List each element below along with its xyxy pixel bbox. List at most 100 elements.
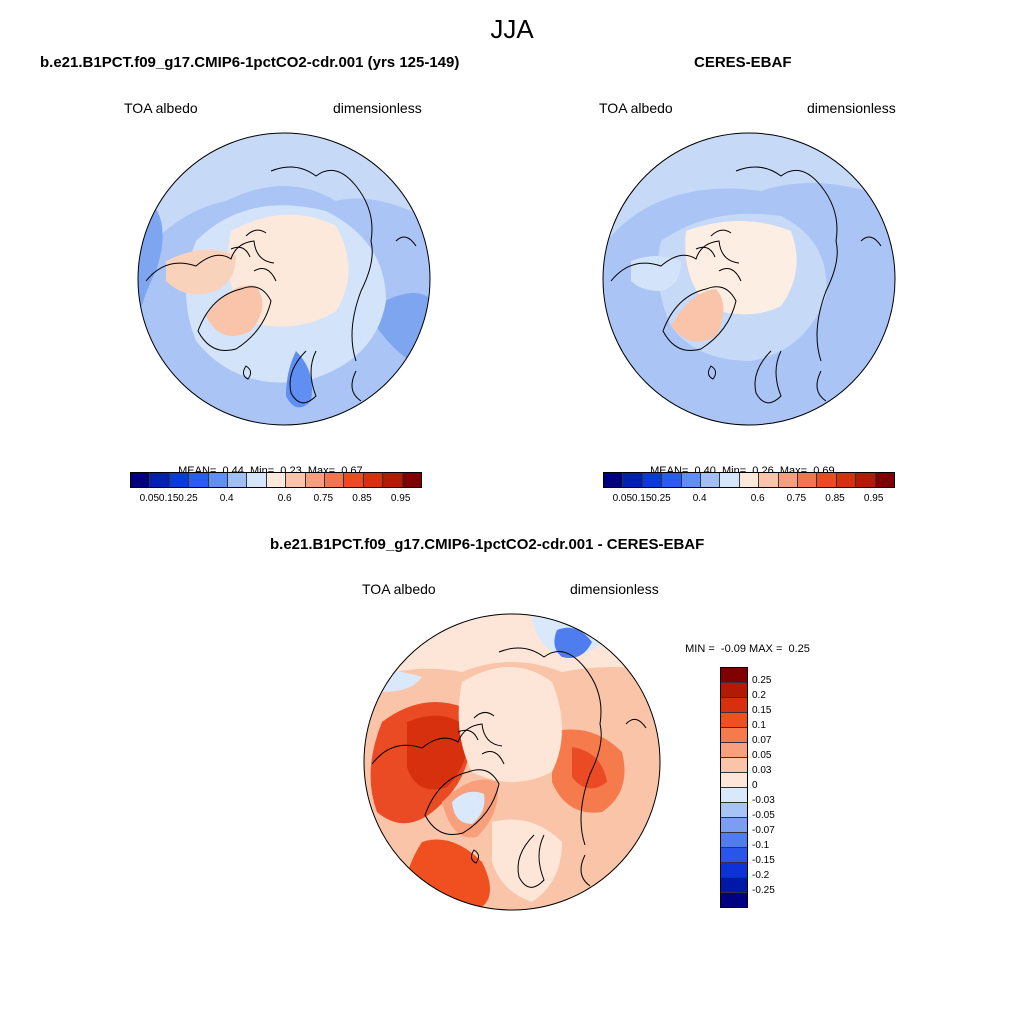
panel1-colorbar-color-box <box>208 473 229 487</box>
panel1-polar-map <box>137 132 431 426</box>
panel3-colorbar-tick-label: 0.07 <box>752 735 772 746</box>
panel3-max-label: MAX = <box>749 643 783 655</box>
panel3-colorbar-tick-label: 0.1 <box>752 720 766 731</box>
panel2-colorbar-tick-label: 0.75 <box>786 493 807 504</box>
panel3-colorbar-color-box <box>721 668 747 683</box>
panel1-colorbar-tick-label: 0.25 <box>178 493 198 504</box>
panel2-colorbar-color-box <box>642 473 663 487</box>
panel3-colorbar-color-box <box>721 698 747 713</box>
panel3-colorbar-tick-label: 0.05 <box>752 750 772 761</box>
panel3-max-value: 0.25 <box>788 643 810 655</box>
panel1-colorbar-color-box <box>247 473 267 487</box>
panel2-colorbar-tick-label: 0.15 <box>631 493 652 504</box>
panel3-colorbar-tick-label: -0.15 <box>752 855 775 866</box>
panel3-colorbar-color-box <box>721 833 747 848</box>
panel2-colorbar-tick-label: 0.05 <box>612 493 633 504</box>
panel3-colorbar-color-box <box>721 683 747 698</box>
panel2-colorbar-tick-label: 0.95 <box>863 493 884 504</box>
panel1-variable-label: TOA albedo <box>124 100 198 116</box>
panel1-colorbar-color-box <box>286 473 306 487</box>
panel3-colorbar <box>720 667 748 908</box>
panel2-colorbar-color-box <box>759 473 779 487</box>
panel3-colorbar-tick-label: 0.03 <box>752 765 772 776</box>
panel2-colorbar-tick-label: 0.85 <box>825 493 845 504</box>
panel3-colorbar-tick-label: 0.15 <box>752 705 772 716</box>
panel3-min-label: MIN = <box>685 643 715 655</box>
panel2-colorbar-labels: 0.05 0.15 0.25 0.4 0.6 0.75 0.85 0.95 <box>603 493 893 507</box>
panel3-colorbar-color-box <box>721 893 747 907</box>
panel3-colorbar-tick-label: -0.2 <box>752 870 770 881</box>
panel3-colorbar-tick-label: -0.1 <box>752 840 770 851</box>
panel1-title: b.e21.B1PCT.f09_g17.CMIP6-1pctCO2-cdr.00… <box>40 54 460 71</box>
panel1-colorbar-tick-label: 0.85 <box>352 493 372 504</box>
panel2-colorbar-tick-label: 0.25 <box>651 493 671 504</box>
panel3-colorbar-tick-label: -0.05 <box>752 810 775 821</box>
panel1-colorbar-tick-label: 0.95 <box>390 493 411 504</box>
panel1-colorbar-color-box <box>266 473 287 487</box>
panel3-polar-difference-map <box>363 613 661 911</box>
figure-title: JJA <box>490 14 534 44</box>
panel2-colorbar-color-box <box>604 473 624 487</box>
panel2-colorbar-color-box <box>836 473 857 487</box>
panel3-stats: MIN = -0.09 MAX = 0.25 <box>679 631 810 655</box>
panel1-colorbar-tick-label: 0.4 <box>219 493 234 504</box>
panel2-colorbar-color-box <box>623 473 643 487</box>
panel3-colorbar-color-box <box>721 773 747 788</box>
panel2-colorbar-color-box <box>662 473 682 487</box>
panel3-colorbar-color-box <box>721 788 747 803</box>
panel3-colorbar-tick-label: -0.07 <box>752 825 775 836</box>
panel2-colorbar-color-box <box>856 473 876 487</box>
panel3-colorbar-color-box <box>721 728 747 743</box>
panel2-colorbar-tick-label: 0.6 <box>750 493 765 504</box>
panel1-colorbar-color-box <box>169 473 190 487</box>
panel1-colorbar-color-box <box>150 473 170 487</box>
panel1-colorbar-color-box <box>344 473 364 487</box>
panel3-colorbar-color-box <box>721 878 747 893</box>
panel2-colorbar-color-box <box>681 473 702 487</box>
panel1-colorbar-tick-label: 0.75 <box>313 493 334 504</box>
panel1-colorbar-color-box <box>228 473 248 487</box>
panel1-colorbar-color-box <box>402 473 422 487</box>
panel3-colorbar-tick-label: 0 <box>752 780 758 791</box>
panel3-colorbar-labels: 0.25 0.2 0.15 0.1 0.07 0.05 0.03 0 -0.03 -0.05 -0.… <box>752 667 802 907</box>
panel3-units-label: dimensionless <box>570 581 659 597</box>
panel3-colorbar-tick-label: 0.2 <box>752 690 766 701</box>
panel3-colorbar-color-box <box>721 863 747 878</box>
panel3-min-value: -0.09 <box>720 643 746 655</box>
panel3-colorbar-color-box <box>721 758 747 773</box>
panel2-colorbar <box>603 472 895 488</box>
panel3-variable-label: TOA albedo <box>362 581 436 597</box>
panel3-colorbar-tick-label: -0.03 <box>752 795 775 806</box>
panel1-colorbar <box>130 472 422 488</box>
panel1-colorbar-color-box <box>305 473 326 487</box>
panel2-variable-label: TOA albedo <box>599 100 673 116</box>
panel1-colorbar-color-box <box>383 473 403 487</box>
panel1-colorbar-tick-label: 0.6 <box>277 493 292 504</box>
panel2-colorbar-tick-label: 0.4 <box>692 493 707 504</box>
panel1-colorbar-tick-label: 0.05 <box>139 493 160 504</box>
panel2-title: CERES-EBAF <box>694 54 792 71</box>
panel2-units-label: dimensionless <box>807 100 896 116</box>
panel2-polar-map <box>602 132 896 426</box>
panel1-colorbar-color-box <box>131 473 151 487</box>
panel3-colorbar-color-box <box>721 713 747 728</box>
panel2-colorbar-color-box <box>739 473 760 487</box>
panel1-colorbar-tick-label: 0.15 <box>158 493 179 504</box>
panel2-colorbar-color-box <box>701 473 721 487</box>
panel2-colorbar-color-box <box>720 473 740 487</box>
panel3-title: b.e21.B1PCT.f09_g17.CMIP6-1pctCO2-cdr.00… <box>270 536 705 553</box>
panel1-colorbar-labels: 0.05 0.15 0.25 0.4 0.6 0.75 0.85 0.95 <box>130 493 420 507</box>
panel2-colorbar-color-box <box>875 473 895 487</box>
panel3-colorbar-color-box <box>721 803 747 818</box>
panel2-colorbar-color-box <box>778 473 799 487</box>
panel3-colorbar-color-box <box>721 743 747 758</box>
panel2-colorbar-color-box <box>817 473 837 487</box>
panel1-units-label: dimensionless <box>333 100 422 116</box>
panel3-colorbar-tick-label: 0.25 <box>752 675 772 686</box>
panel1-colorbar-color-box <box>189 473 209 487</box>
panel3-colorbar-tick-label: -0.25 <box>752 885 775 896</box>
panel3-colorbar-color-box <box>721 818 747 833</box>
panel2-colorbar-color-box <box>798 473 818 487</box>
panel3-colorbar-color-box <box>721 848 747 863</box>
panel1-colorbar-color-box <box>325 473 345 487</box>
